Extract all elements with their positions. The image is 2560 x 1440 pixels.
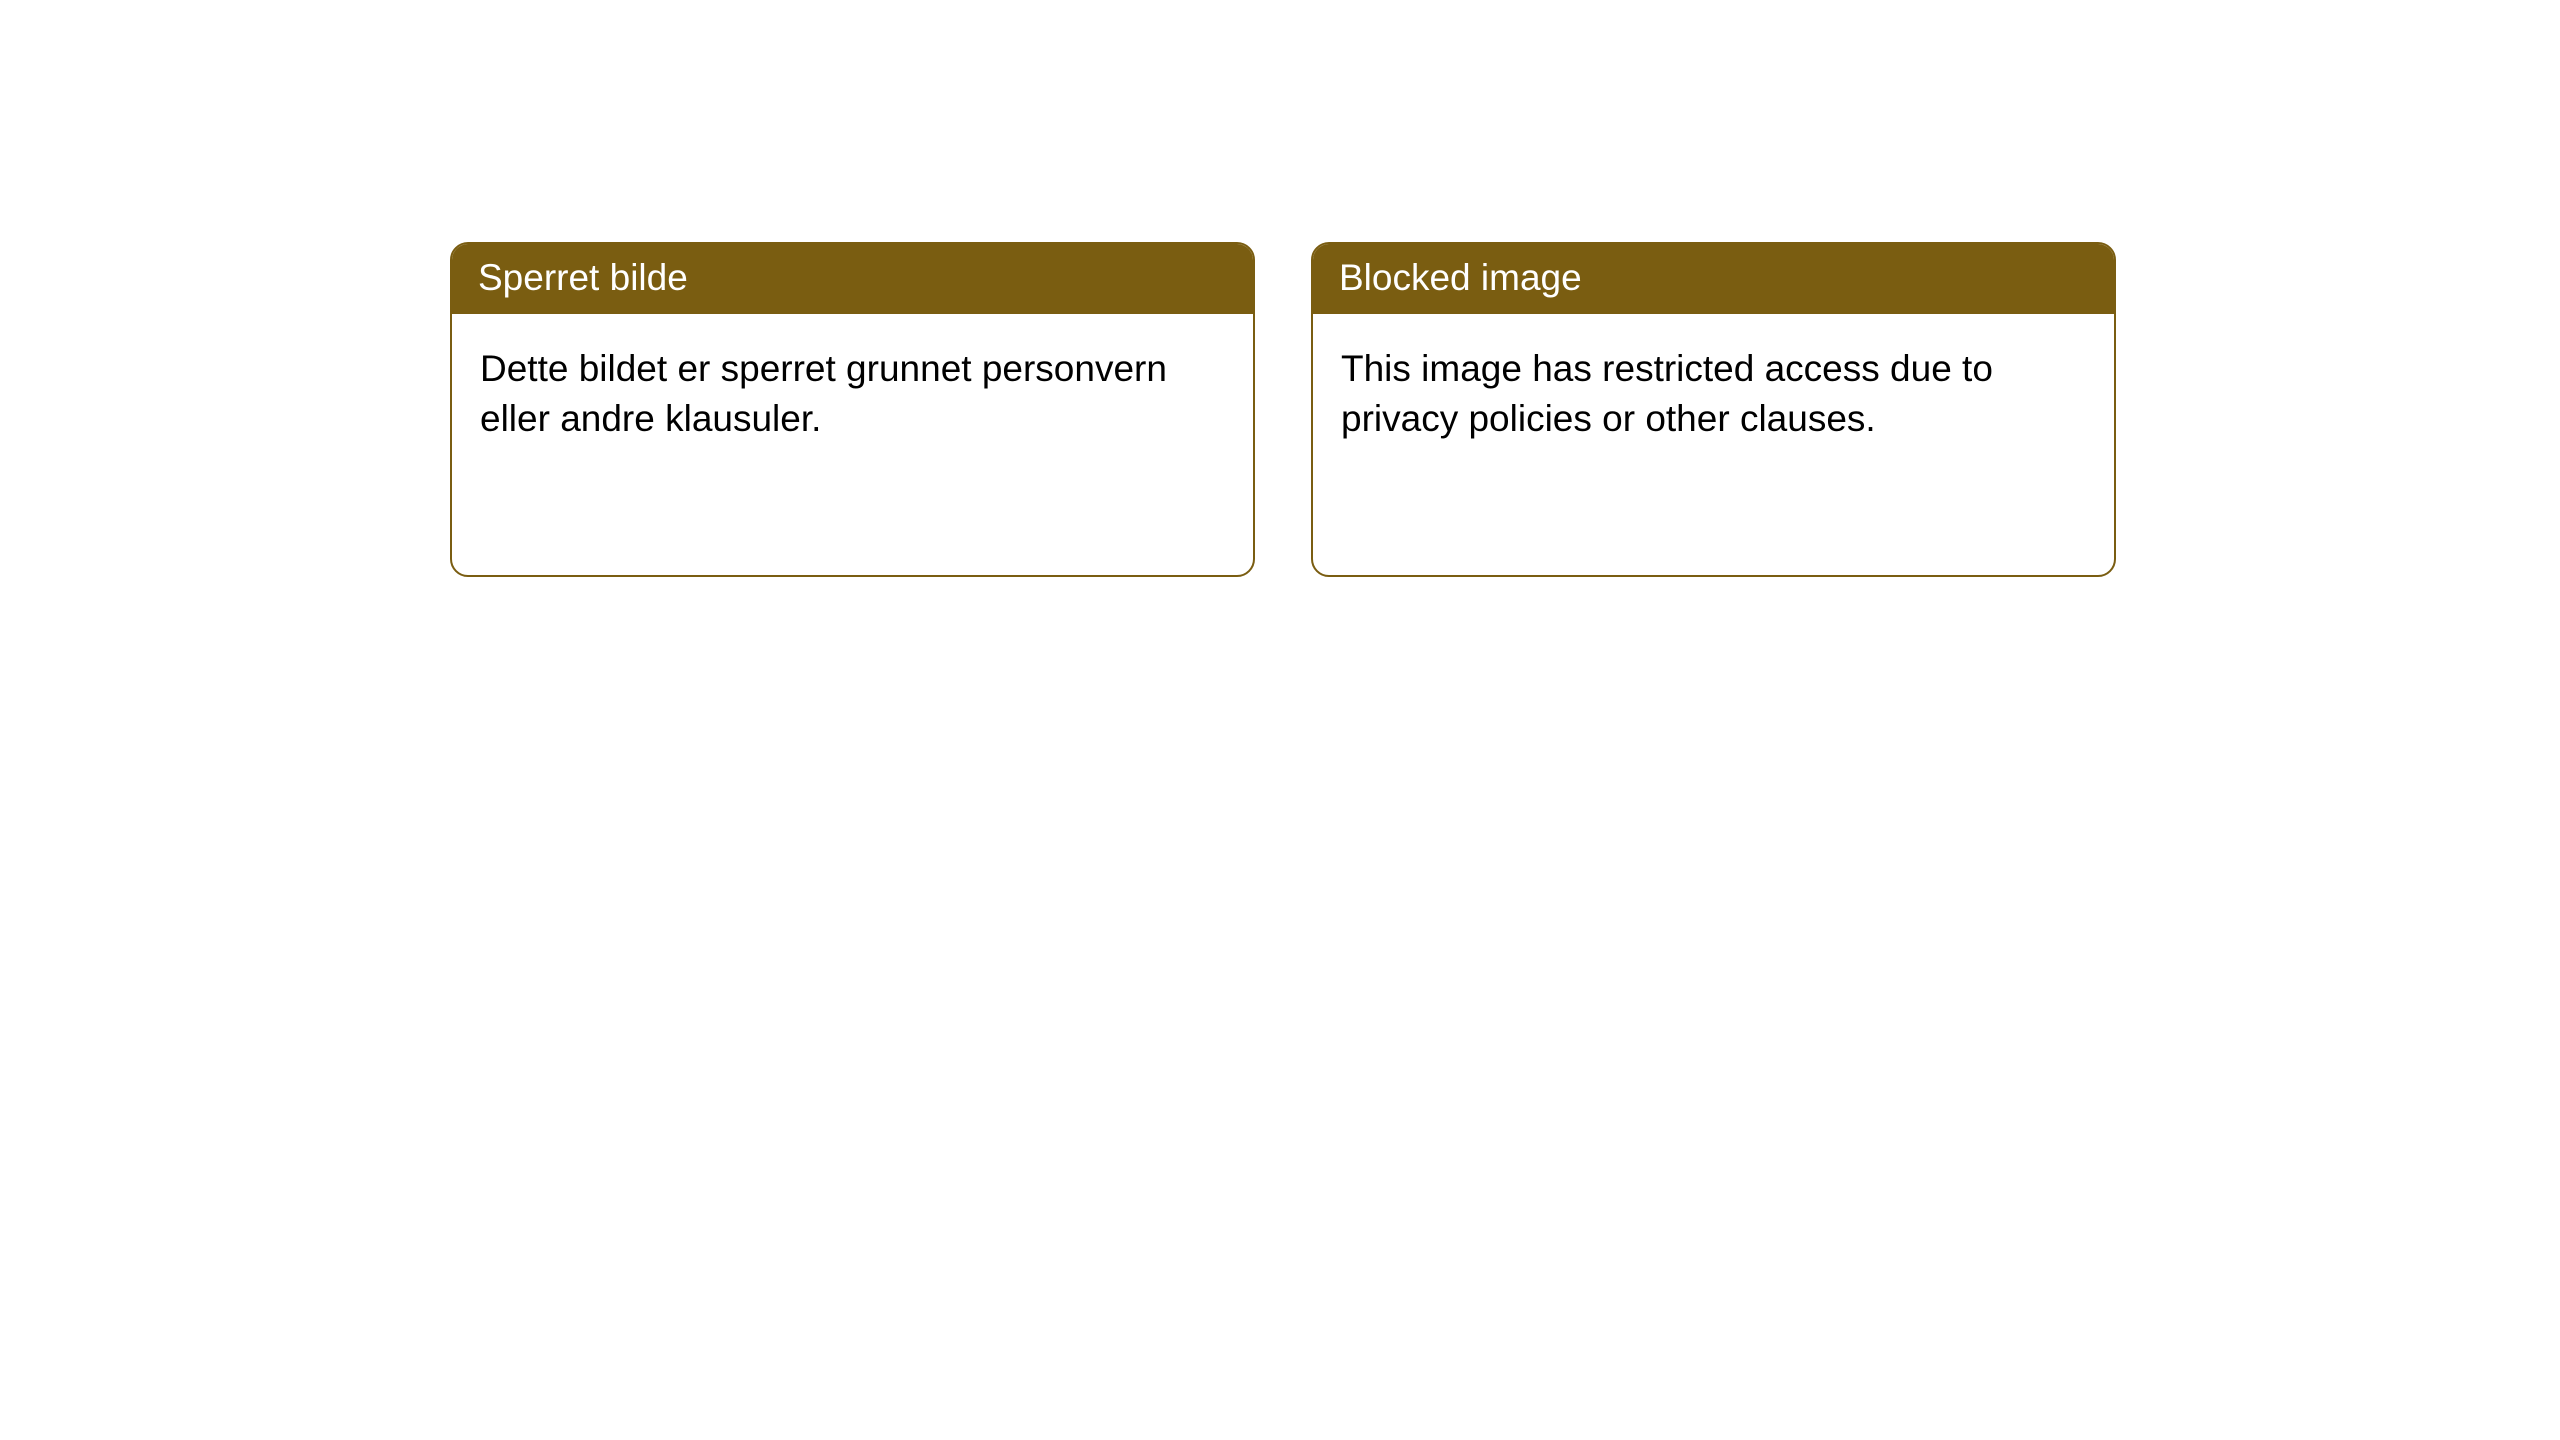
notice-body: This image has restricted access due to … — [1313, 314, 2114, 474]
notice-title: Blocked image — [1313, 244, 2114, 314]
notice-title: Sperret bilde — [452, 244, 1253, 314]
notice-card-norwegian: Sperret bilde Dette bildet er sperret gr… — [450, 242, 1255, 577]
notice-body: Dette bildet er sperret grunnet personve… — [452, 314, 1253, 474]
notice-card-english: Blocked image This image has restricted … — [1311, 242, 2116, 577]
notice-container: Sperret bilde Dette bildet er sperret gr… — [0, 0, 2560, 577]
